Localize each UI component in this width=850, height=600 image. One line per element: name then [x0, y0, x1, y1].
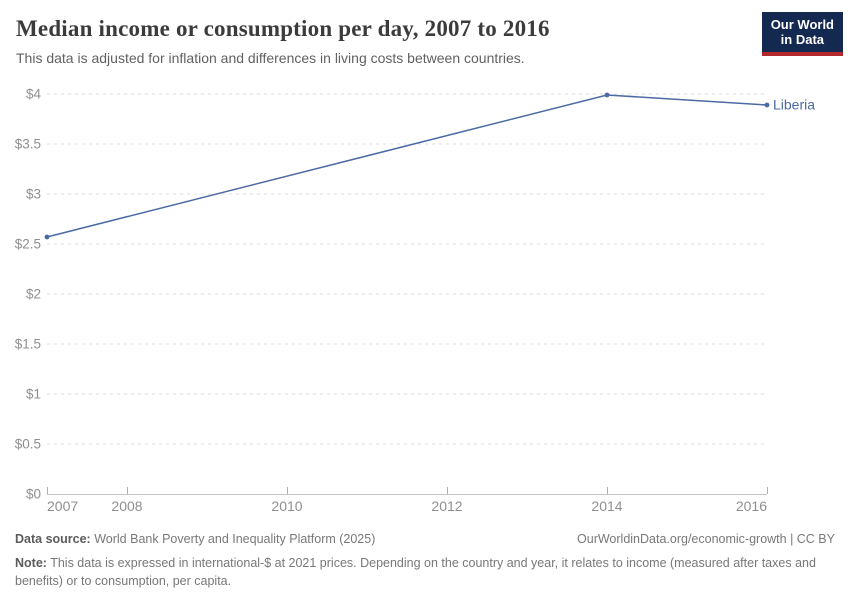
x-tick-label: 2010 — [271, 498, 302, 514]
x-tick-label: 2014 — [591, 498, 622, 514]
data-point-marker[interactable] — [44, 234, 50, 240]
chart-header: Median income or consumption per day, 20… — [0, 0, 850, 66]
x-tick-label: 2012 — [431, 498, 462, 514]
data-source-label: Data source: — [15, 532, 91, 546]
y-tick-label: $3.5 — [15, 137, 41, 152]
footer-note-text: This data is expressed in international-… — [15, 555, 816, 588]
footer-note-label: Note: — [15, 555, 47, 570]
page-title: Median income or consumption per day, 20… — [16, 16, 550, 41]
x-tick-label: 2016 — [736, 498, 767, 514]
y-tick-label: $0.5 — [15, 437, 41, 452]
owid-link[interactable]: OurWorldinData.org/economic-growth | CC … — [577, 532, 835, 546]
x-axis-labels: 2007 2008 2010 2012 2014 2016 — [47, 498, 767, 514]
x-tick-label: 2007 — [47, 498, 78, 514]
page-subtitle: This data is adjusted for inflation and … — [16, 50, 525, 66]
data-point-marker[interactable] — [604, 92, 610, 98]
x-axis-ticks — [47, 487, 768, 494]
owid-logo[interactable]: Our World in Data — [761, 12, 843, 56]
y-tick-label: $2 — [26, 287, 41, 302]
y-tick-label: $2.5 — [15, 237, 41, 252]
data-point-marker[interactable] — [764, 102, 770, 108]
y-axis-labels: $0 $0.5 $1 $1.5 $2 $2.5 $3 $3.5 $4 — [15, 87, 42, 502]
footer-note: Note: This data is expressed in internat… — [15, 554, 835, 590]
y-tick-label: $4 — [26, 87, 42, 102]
y-tick-label: $0 — [26, 487, 41, 502]
y-tick-label: $1 — [26, 387, 41, 402]
series-label: Liberia — [773, 97, 815, 113]
y-tick-label: $1.5 — [15, 337, 41, 352]
gridlines — [47, 93, 767, 495]
series-line[interactable] — [46, 94, 768, 238]
data-source: Data source: World Bank Poverty and Ineq… — [15, 531, 375, 549]
owid-logo-line2: in Data — [780, 32, 825, 48]
chart-footer: Data source: World Bank Poverty and Ineq… — [0, 531, 850, 590]
owid-logo-line1: Our World — [770, 17, 834, 32]
x-tick-label: 2008 — [111, 498, 142, 514]
y-tick-label: $3 — [26, 187, 41, 202]
data-source-text: World Bank Poverty and Inequality Platfo… — [94, 532, 376, 546]
